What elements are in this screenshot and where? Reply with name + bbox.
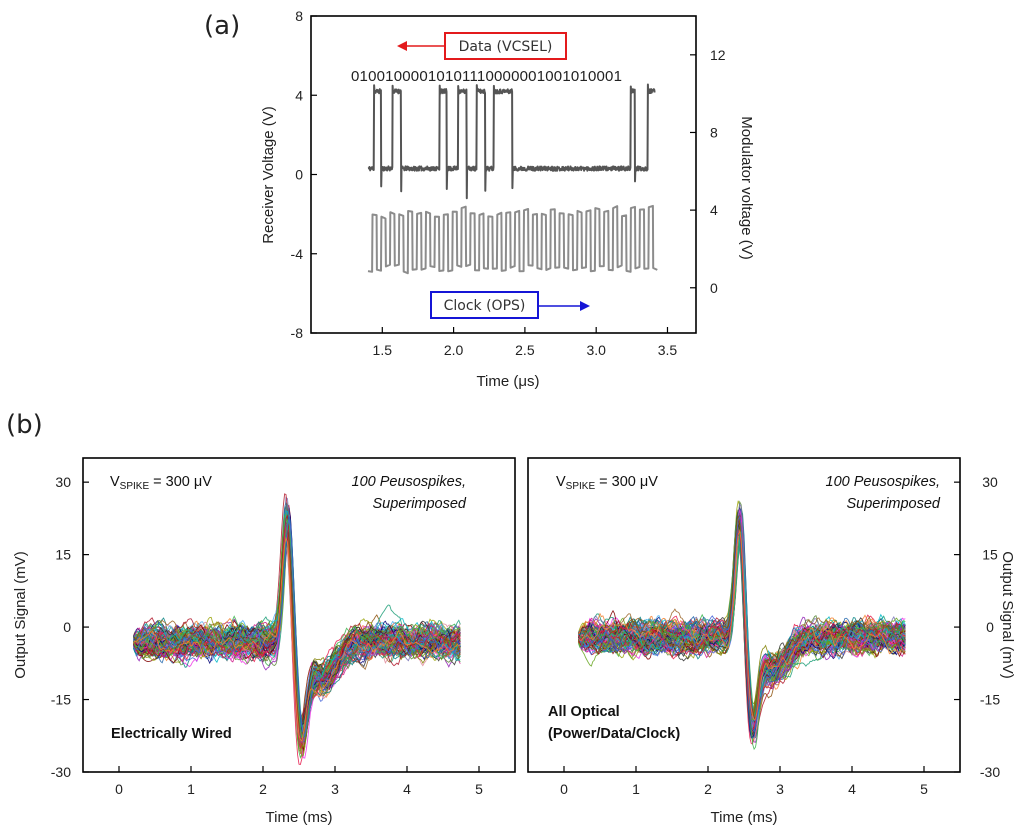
panel-b-left-xtick-label: 1 [187, 781, 195, 797]
panel-b-right-xtick-label: 1 [632, 781, 640, 797]
panel-b-label: (b) [6, 410, 43, 440]
panel-a: (a) 1.5 2.0 2.5 3.0 3.5 -8 -4 0 4 8 0 4 8 12 01001000… [204, 8, 755, 390]
panel-b-right-xtick-label: 0 [560, 781, 568, 797]
panel-a-xlabel: Time (μs) [476, 373, 539, 390]
panel-a-xtick-label: 3.0 [586, 342, 606, 358]
clock-box-label: Clock (OPS) [444, 298, 526, 314]
panel-b-left-xtick-label: 2 [259, 781, 267, 797]
panel-a-y2tick-label: 12 [710, 47, 726, 63]
panel-b-left-spike-trace [133, 540, 461, 738]
panel-b-right-spike-trace [577, 509, 906, 726]
data-box [444, 32, 567, 60]
panel-b-left-traces [132, 493, 461, 766]
panel-a-ytick-label: 8 [295, 8, 303, 24]
panel-b-right-xtick-label: 2 [704, 781, 712, 797]
panel-b-right-ytick-label: 0 [986, 619, 994, 635]
panel-a-ytick-label: -4 [291, 246, 304, 262]
panel-b-right-xtick-label: 3 [776, 781, 784, 797]
panel-a-xtick-label: 1.5 [373, 342, 393, 358]
panel-a-ytick-label: -8 [291, 325, 304, 341]
vspike-label-left: VSPIKE = 300 μV [110, 474, 212, 492]
clock-box [430, 291, 539, 319]
panel-a-y2label: Modulator voltage (V) [738, 116, 755, 259]
panel-a-y2tick-label: 8 [710, 124, 718, 140]
panel-b-left-ytick-label: -15 [51, 692, 71, 708]
panel-b-right-xtick-label: 5 [920, 781, 928, 797]
panel-a-y2tick-label: 4 [710, 202, 718, 218]
panel-b-right-xtick-label: 4 [848, 781, 856, 797]
panel-a-label: (a) [204, 11, 240, 41]
panel-b-right-ytick-label: 15 [982, 547, 998, 563]
panel-b-left-xtick-label: 3 [331, 781, 339, 797]
panel-b-left-spike-trace [132, 519, 461, 738]
panel-b-left-xtick-label: 0 [115, 781, 123, 797]
panel-a-xtick-label: 3.5 [658, 342, 678, 358]
panel-b-left-ytick-label: -30 [51, 764, 71, 780]
panel-b-right-spike-trace [578, 515, 906, 733]
panel-b-right-ytick-label: -15 [980, 692, 1000, 708]
panel-b-right-spike-trace [578, 529, 906, 721]
panel-b-left-ytick-label: 30 [55, 474, 71, 490]
note-line-1-left: 100 Peusospikes, [352, 474, 466, 490]
all-optical-label-line-2: (Power/Data/Clock) [548, 726, 680, 742]
panel-b-left-spike-trace [133, 536, 461, 742]
electrically-wired-label: Electrically Wired [111, 726, 232, 742]
all-optical-label-line-1: All Optical [548, 704, 620, 720]
panel-a-ytick-label: 4 [295, 87, 303, 103]
panel-a-ytick-label: 0 [295, 167, 303, 183]
bit-sequence: 01001000010101110000001001010001 [351, 68, 622, 85]
panel-b-left-ytick-label: 0 [63, 619, 71, 635]
data-trace [367, 83, 656, 200]
panel-a-frame [310, 15, 697, 334]
panel-b-left-xlabel: Time (ms) [266, 809, 333, 826]
panel-b-right-xlabel: Time (ms) [711, 809, 778, 826]
panel-b-right-traces [577, 500, 906, 751]
data-box-label: Data (VCSEL) [459, 39, 553, 55]
panel-b-right-ytick-label: -30 [980, 764, 1000, 780]
panel-a-y2tick-label: 0 [710, 280, 718, 296]
vspike-label-right: VSPIKE = 300 μV [556, 474, 658, 492]
note-line-2-left: Superimposed [373, 496, 467, 512]
panel-b-left-frame [82, 457, 516, 773]
data-annotation: Data (VCSEL) [397, 32, 567, 60]
panel-a-xtick-label: 2.5 [515, 342, 535, 358]
panel-b-left-spike-trace [133, 527, 461, 750]
panel-a-axes: 1.5 2.0 2.5 3.0 3.5 -8 -4 0 4 8 0 4 8 12 [291, 8, 726, 358]
panel-b-right-ytick-label: 30 [982, 474, 998, 490]
panel-a-traces [367, 83, 658, 275]
note-line-1-right: 100 Peusospikes, [826, 474, 940, 490]
panel-b-right-frame [527, 457, 961, 773]
panel-b-left-xtick-label: 4 [403, 781, 411, 797]
panel-b-right-ylabel: Output Signal (mV) [999, 551, 1016, 679]
panel-b-left-ytick-label: 15 [55, 547, 71, 563]
clock-trace [367, 204, 658, 275]
panel-b-left-ylabel: Output Signal (mV) [12, 551, 29, 679]
panel-a-ylabel: Receiver Voltage (V) [260, 106, 277, 244]
clock-annotation: Clock (OPS) [430, 291, 590, 319]
note-line-2-right: Superimposed [847, 496, 941, 512]
panel-b-left-spike-trace [132, 518, 461, 738]
panel-a-xtick-label: 2.0 [444, 342, 464, 358]
panel-b-left-xtick-label: 5 [475, 781, 483, 797]
